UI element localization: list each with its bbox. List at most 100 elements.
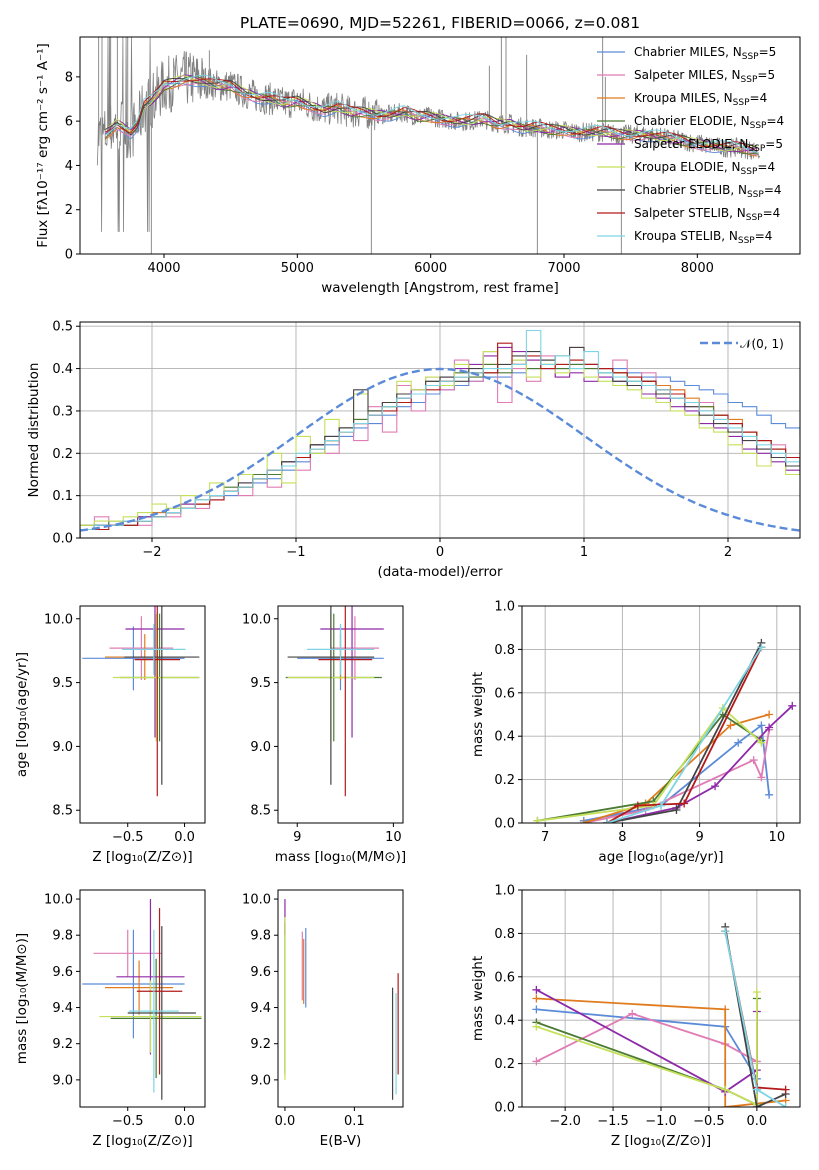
mass-weight-point: [532, 1057, 541, 1066]
x-tick-label: −1: [286, 545, 305, 560]
legend-subscript: SSP: [742, 52, 759, 62]
legend-entry: Salpeter ELODIE, NSSP=5: [634, 137, 783, 154]
legend-entry: Kroupa ELODIE, NSSP=4: [634, 160, 775, 177]
model-spectrum-line: [104, 75, 758, 152]
legend-entry: Kroupa STELIB, NSSP=4: [634, 229, 772, 246]
x-axis-label: Z [log₁₀(Z/Z⊙)]: [611, 1133, 711, 1149]
model-spectrum-line: [105, 78, 758, 152]
y-tick-label: 10.0: [242, 893, 271, 908]
legend-subscript: SSP: [738, 236, 755, 246]
x-tick-label: 10: [385, 830, 402, 845]
mass-weight-point: [788, 701, 797, 710]
y-tick-label: 0.4: [52, 362, 73, 377]
y-tick-label: 9.8: [250, 929, 271, 944]
legend-entry: Kroupa MILES, NSSP=4: [634, 91, 767, 108]
mass-weight-point: [628, 1009, 637, 1018]
spectrum-panel: 4000 5000 6000 7000 8000 0 2 4 6 8 wavelength [Ang…: [35, 36, 801, 296]
y-tick-label: 0.8: [494, 643, 515, 658]
y-tick-label: 10.0: [242, 612, 271, 627]
x-tick-label: 0.0: [275, 1114, 296, 1129]
legend-label: Kroupa STELIB, N: [634, 229, 738, 243]
mass-weight-point: [680, 799, 689, 808]
x-tick-label: −0.5: [112, 1114, 144, 1129]
y-tick-label: 9.0: [250, 740, 271, 755]
legend-subscript: SSP: [748, 144, 765, 154]
mass-vs-Z-panel: −0.5 0.0 9.0 9.2 9.4 9.6 9.8 10.0 Z [log₁₀(Z/Z⊙)…: [14, 889, 206, 1149]
y-tick-label: 9.2: [52, 1037, 73, 1052]
axes-frame: [79, 36, 801, 255]
x-tick-label: 8: [618, 830, 626, 845]
x-tick-label: 7000: [547, 261, 580, 276]
legend-suffix: =4: [757, 160, 775, 174]
legend-label: Chabrier ELODIE, N: [634, 114, 750, 128]
y-tick-label: 0.0: [52, 532, 73, 547]
y-tick-label: 0.2: [494, 773, 515, 788]
y-axis-label: mass [log₁₀(M/M⊙)]: [14, 933, 30, 1064]
x-tick-label: 5000: [281, 261, 314, 276]
mass-weight-point: [781, 1103, 790, 1107]
legend-entry: Chabrier ELODIE, NSSP=4: [634, 114, 784, 131]
x-axis-label: mass [log₁₀(M/M⊙)]: [275, 849, 406, 865]
legend-subscript: SSP: [746, 213, 763, 223]
legend-label: Salpeter MILES, N: [634, 68, 741, 82]
age-vs-Z-panel: −0.5 0.0 8.5 9.0 9.5 10.0 Z [log₁₀(Z/Z⊙)] age […: [14, 605, 206, 865]
plot-area: [284, 899, 399, 1100]
plot-area: [533, 638, 797, 823]
mass-vs-EBV-panel: 0.0 0.1 9.0 9.2 9.4 9.6 9.8 10.0 E(B-V): [242, 889, 404, 1149]
y-tick-label: 10.0: [44, 612, 73, 627]
y-tick-label: 0.3: [52, 404, 73, 419]
mass-weight-point: [672, 805, 681, 814]
mass-weight-point: [721, 1005, 730, 1014]
x-tick-label: 1: [580, 545, 588, 560]
mass-weight-point: [734, 738, 743, 747]
mass-weight-point: [752, 1085, 761, 1094]
plot-area: [96, 37, 761, 254]
legend-subscript: SSP: [733, 98, 750, 108]
y-tick-label: 8.5: [250, 804, 271, 819]
x-tick-label: 0.1: [344, 1114, 365, 1129]
y-tick-label: 9.4: [52, 1001, 73, 1016]
y-tick-label: 9.8: [52, 929, 73, 944]
y-axis-label: Normed distribution: [26, 363, 42, 498]
y-tick-label: 9.0: [52, 1073, 73, 1088]
mass-weight-point: [765, 790, 774, 799]
gaussian-reference-curve: [80, 367, 800, 532]
x-tick-label: 10: [769, 830, 786, 845]
y-tick-label: 9.0: [52, 740, 73, 755]
x-tick-label: 0.0: [174, 830, 195, 845]
axes-frame: [277, 889, 404, 1108]
y-tick-label: 0.0: [494, 817, 515, 832]
y-tick-label: 0.8: [494, 927, 515, 942]
legend-label: Chabrier STELIB, N: [634, 183, 747, 197]
y-tick-label: 9.6: [52, 965, 73, 980]
legend-label: Salpeter ELODIE, N: [634, 137, 748, 151]
legend-suffix: =4: [763, 206, 781, 220]
x-axis-label: Z [log₁₀(Z/Z⊙)]: [92, 1133, 192, 1149]
mass-weight-point: [757, 773, 766, 782]
mass-weight-point: [579, 819, 588, 823]
mass-weight-point: [532, 1005, 541, 1014]
y-tick-label: 0.2: [52, 447, 73, 462]
y-tick-label: 9.0: [250, 1073, 271, 1088]
y-tick-label: 0.0: [494, 1101, 515, 1116]
y-axis-label: mass weight: [470, 956, 486, 1041]
x-tick-label: 6000: [414, 261, 447, 276]
plot-area: [80, 329, 800, 538]
y-tick-label: 0.6: [494, 970, 515, 985]
axes-frame: [277, 605, 404, 824]
mass-weight-point: [721, 927, 730, 936]
y-tick-label: 10.0: [44, 893, 73, 908]
legend-label: Chabrier MILES, N: [634, 45, 742, 59]
mass-weight-point: [749, 756, 758, 765]
legend-subscript: SSP: [750, 121, 767, 131]
mass-weight-vs-Z-panel: −2.0 −1.5 −1.0 −0.5 0.0 0.0 0.2 0.4 0.6 0.8 1.0 Z […: [470, 884, 801, 1149]
x-tick-label: −0.5: [693, 1114, 725, 1129]
axes-frame: [79, 605, 206, 824]
y-tick-label: 0.2: [494, 1057, 515, 1072]
mass-weight-point: [781, 1085, 790, 1094]
y-tick-label: 2: [65, 203, 73, 218]
y-tick-label: 0: [65, 248, 73, 263]
x-tick-label: 9: [293, 830, 301, 845]
y-tick-label: 1.0: [494, 600, 515, 615]
